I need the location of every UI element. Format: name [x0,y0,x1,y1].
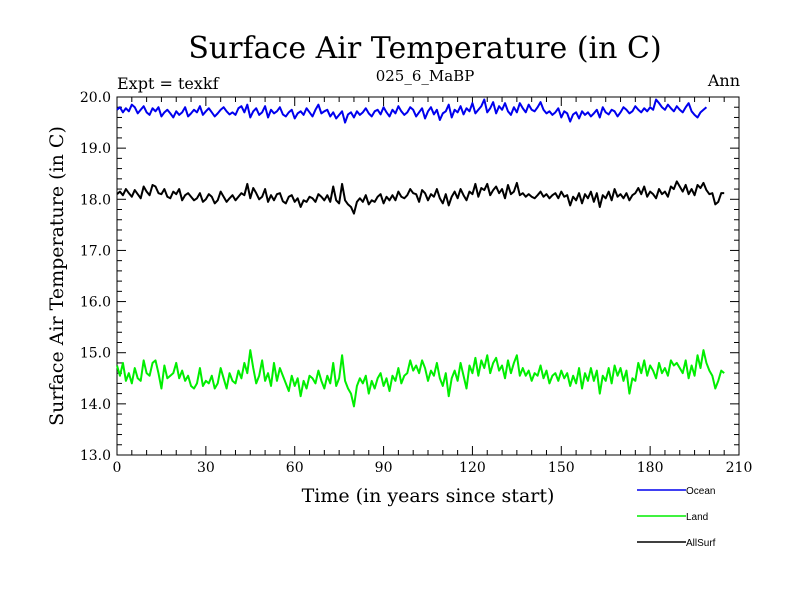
data-series [116,98,725,408]
legend-label-land: Land [686,512,708,523]
x-tick-label: 60 [286,460,304,476]
plot-frame [116,96,740,456]
series-line-land [116,349,725,408]
chart-subtitle: 025_6_MaBP [376,67,475,85]
axis-ticks: 0 30 60 90 120 150 180 210 13.0 14.0 15.0 16.0 17.0 1… [80,90,753,476]
x-tick-label: 90 [375,460,393,476]
period-label: Ann [707,71,740,90]
legend-label-ocean: Ocean [686,486,715,497]
chart-title: Surface Air Temperature (in C) [188,31,661,66]
series-line-ocean [116,98,708,124]
y-tick-label: 14.0 [80,397,111,413]
x-tick-label: 210 [726,460,753,476]
y-tick-label: 16.0 [80,295,111,311]
y-tick-label: 15.0 [80,346,111,362]
legend: Ocean Land AllSurf [637,486,716,549]
x-tick-label: 180 [637,460,664,476]
y-tick-label: 19.0 [80,141,111,157]
y-tick-label: 17.0 [80,243,111,259]
experiment-label: Expt = texkf [117,74,220,93]
y-tick-label: 18.0 [80,192,111,208]
x-tick-label: 150 [548,460,575,476]
series-line-allsurf [116,180,725,215]
y-tick-label: 13.0 [80,448,111,464]
x-axis-label: Time (in years since start) [302,485,555,507]
x-tick-label: 0 [113,460,122,476]
y-axis-label: Surface Air Temperature (in C) [46,126,68,426]
legend-label-allsurf: AllSurf [686,538,716,549]
x-tick-label: 30 [197,460,215,476]
y-tick-label: 20.0 [80,90,111,106]
x-tick-label: 120 [459,460,486,476]
